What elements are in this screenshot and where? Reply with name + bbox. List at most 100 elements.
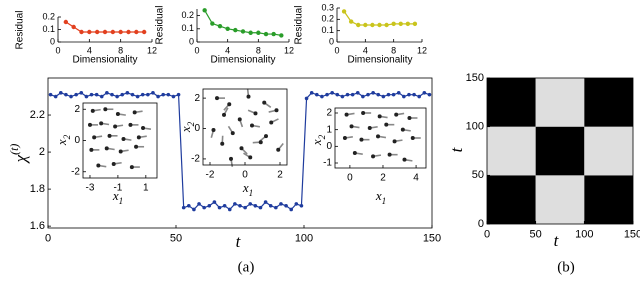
data-point	[79, 91, 84, 95]
particle	[141, 126, 146, 130]
x-tick-label: 0	[242, 170, 248, 181]
particle	[361, 111, 366, 115]
data-point	[53, 94, 58, 99]
particle	[227, 102, 232, 107]
data-point	[126, 29, 131, 35]
x-tick-label: 150	[423, 233, 441, 245]
particle	[239, 146, 244, 151]
data-point	[361, 94, 365, 99]
particle	[99, 121, 104, 126]
x-tick-label: 0	[45, 233, 51, 245]
particle	[230, 131, 235, 136]
y-tick-label: 0.1	[321, 25, 334, 35]
data-point	[248, 30, 253, 35]
y-tick-label: -2	[191, 154, 200, 165]
y-tick-label: 100	[466, 121, 484, 133]
y-axis-label-base: x	[309, 139, 324, 146]
particle	[132, 110, 137, 115]
x-tick-label: 150	[624, 229, 640, 241]
x-tick-label: -2	[206, 170, 215, 181]
data-point	[87, 29, 92, 35]
data-point	[110, 92, 114, 97]
x-axis-label: t	[554, 231, 560, 250]
x-axis-label-base: x	[375, 188, 382, 203]
data-point	[59, 91, 63, 95]
data-point	[356, 22, 361, 28]
particle	[349, 124, 354, 129]
particle	[222, 112, 226, 117]
data-point	[407, 92, 411, 97]
y-tick-label: 2.2	[30, 109, 45, 121]
particle	[134, 144, 139, 149]
x-tick-label: 4	[363, 46, 368, 56]
data-point	[166, 92, 171, 97]
x-axis-label: x1	[112, 188, 123, 206]
particle	[96, 163, 101, 168]
data-point	[263, 200, 268, 204]
data-point	[402, 94, 406, 99]
data-point	[74, 92, 78, 97]
heatmap-cell	[535, 175, 585, 224]
panel-caption: (a)	[238, 259, 255, 275]
data-point	[161, 92, 165, 97]
particle	[276, 147, 281, 152]
data-point	[376, 92, 381, 97]
data-point	[363, 22, 368, 28]
y-axis-label: x2	[309, 134, 327, 146]
y-tick-label: 0	[329, 36, 334, 46]
data-point	[99, 94, 104, 99]
data-point	[304, 96, 309, 101]
y-tick-label: 0	[189, 36, 194, 46]
particle	[129, 165, 134, 170]
particle	[377, 114, 382, 119]
particle	[118, 149, 123, 154]
particle	[92, 135, 97, 140]
axes-frame	[486, 77, 634, 225]
data-point	[210, 21, 215, 26]
particle	[394, 112, 399, 117]
data-point	[330, 91, 334, 95]
y-axis-label: Residual	[155, 6, 166, 45]
particle	[136, 135, 141, 140]
particle	[258, 140, 263, 145]
particle	[274, 108, 279, 113]
y-tick-label: -2	[71, 166, 80, 177]
particle	[402, 157, 407, 162]
y-axis-label: Residual	[294, 6, 305, 45]
heatmap-cell	[584, 126, 633, 176]
data-point	[335, 92, 340, 97]
y-axis-label-sub: 2	[62, 134, 72, 139]
data-point	[146, 92, 150, 97]
data-point	[118, 29, 123, 35]
particle	[384, 122, 389, 127]
data-point	[384, 22, 389, 28]
data-point	[156, 94, 160, 99]
data-point	[141, 29, 147, 35]
particle	[359, 137, 364, 142]
y-tick-label: 0.2	[42, 11, 55, 21]
data-point	[48, 92, 53, 97]
particle	[407, 116, 412, 120]
x-axis-label: x1	[242, 180, 253, 198]
x-tick-label: 8	[118, 46, 123, 56]
data-point	[94, 29, 100, 35]
data-point	[227, 207, 232, 212]
data-point	[268, 203, 273, 208]
panel-caption: (b)	[557, 259, 575, 275]
particle	[352, 151, 357, 155]
particle	[215, 96, 219, 101]
y-tick-label: 50	[472, 169, 484, 181]
data-point	[258, 205, 263, 210]
data-point	[248, 202, 253, 206]
data-point	[309, 91, 314, 95]
heatmap-cell	[535, 78, 585, 127]
y-axis-label-sub: 2	[186, 121, 196, 126]
particle	[104, 146, 109, 151]
x-tick-label: 1	[143, 183, 149, 194]
x-axis-label-sub: 1	[382, 196, 387, 206]
particle	[376, 134, 381, 139]
x-axis-label: Dimensionality	[210, 55, 275, 66]
heatmap-cell	[487, 126, 536, 176]
heatmap-cell	[487, 175, 536, 224]
